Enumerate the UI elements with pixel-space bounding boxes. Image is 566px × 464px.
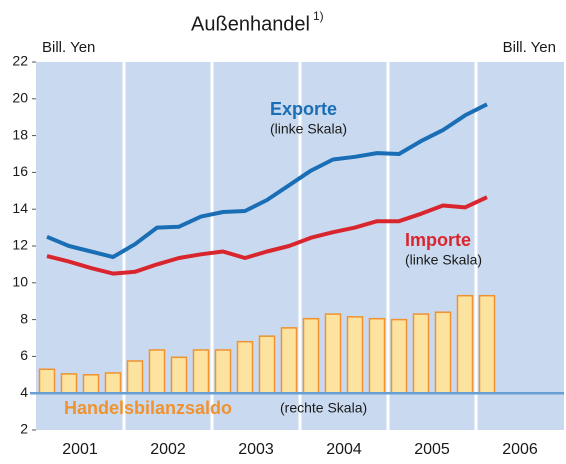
bar	[346, 316, 364, 394]
x-tick-label: 2002	[150, 441, 186, 458]
bar	[82, 374, 100, 394]
y-tick-label: 4	[20, 384, 28, 400]
bar	[412, 313, 430, 394]
y-tick-label: 10	[12, 274, 28, 290]
series-label: Handelsbilanzsaldo	[64, 398, 232, 418]
title-footnote: 1)	[313, 9, 324, 23]
bar	[258, 335, 276, 394]
x-tick-label: 2006	[502, 441, 538, 458]
bar	[456, 294, 474, 394]
x-tick-label: 2001	[62, 441, 98, 458]
y-tick-label: 8	[20, 310, 28, 326]
left-axis-unit: Bill. Yen	[42, 39, 95, 56]
line	[46, 195, 488, 276]
y-tick-label: 20	[12, 90, 28, 106]
x-tick-label: 2003	[238, 441, 274, 458]
right-axis-unit: Bill. Yen	[503, 39, 556, 56]
bar	[192, 349, 210, 394]
bar	[104, 372, 122, 394]
y-tick-label: 2	[20, 421, 28, 437]
y-tick-label: 14	[12, 200, 28, 216]
series-scale-note: (rechte Skala)	[280, 400, 367, 416]
bar	[236, 340, 254, 394]
y-tick-label: 16	[12, 163, 28, 179]
bar	[126, 360, 144, 394]
bar	[368, 317, 386, 394]
y-tick-label: 22	[12, 53, 28, 69]
bar	[434, 311, 452, 394]
bar	[478, 294, 496, 394]
bar	[170, 356, 188, 394]
y-tick-label: 6	[20, 347, 28, 363]
bar	[302, 317, 320, 394]
series-scale-note: (linke Skala)	[270, 121, 347, 137]
y-tick-label: 12	[12, 237, 28, 253]
bar	[214, 349, 232, 394]
series-label: Exporte	[270, 99, 337, 119]
y-tick-label: 18	[12, 126, 28, 142]
line	[46, 102, 488, 259]
chart-title: Außenhandel	[191, 13, 310, 35]
bar	[280, 327, 298, 394]
bar	[324, 313, 342, 394]
x-tick-label: 2005	[414, 441, 450, 458]
bar	[38, 368, 56, 394]
series-scale-note: (linke Skala)	[405, 252, 482, 268]
series-label: Importe	[405, 230, 471, 250]
x-tick-label: 2004	[326, 441, 362, 458]
bar	[148, 349, 166, 394]
bar	[390, 318, 408, 394]
bar	[60, 373, 78, 394]
